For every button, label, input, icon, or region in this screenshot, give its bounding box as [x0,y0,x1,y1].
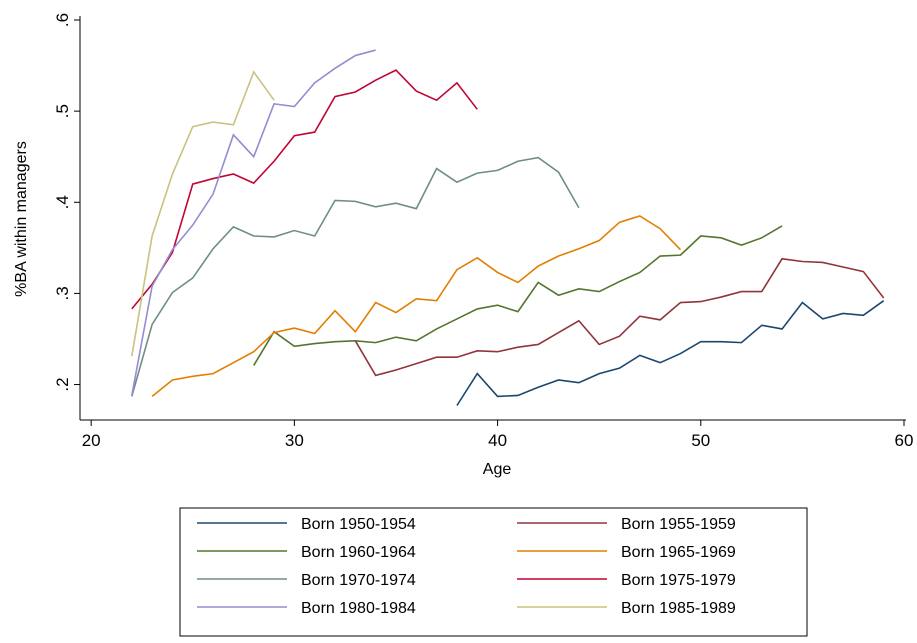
legend-label: Born 1970-1974 [301,572,416,589]
x-tick-label: 50 [691,431,710,450]
legend-label: Born 1980-1984 [301,600,416,617]
series-line [131,69,478,310]
x-axis-title: Age [483,461,512,478]
legend [179,507,808,637]
legend-label: Born 1960-1964 [301,544,416,561]
series-line [151,215,682,398]
y-tick-label: .2 [53,377,72,391]
y-tick-label: .3 [53,286,72,300]
series-line [253,225,783,366]
series-line [131,156,580,397]
legend-label: Born 1965-1969 [621,544,736,561]
y-axis-title: %BA within managers [13,141,30,297]
legend-label: Born 1975-1979 [621,572,736,589]
x-tick-label: 20 [82,431,101,450]
legend-label: Born 1955-1959 [621,516,736,533]
series-line [131,70,275,357]
y-tick-label: .6 [53,13,72,27]
x-tick-label: 40 [488,431,507,450]
y-tick-label: .5 [53,104,72,118]
series-line [456,300,885,406]
series-line [131,49,376,396]
x-tick-label: 60 [895,431,914,450]
x-tick-label: 30 [285,431,304,450]
legend-label: Born 1950-1954 [301,516,416,533]
y-tick-label: .4 [53,195,72,209]
series-line [354,257,885,377]
legend-label: Born 1985-1989 [621,600,736,617]
